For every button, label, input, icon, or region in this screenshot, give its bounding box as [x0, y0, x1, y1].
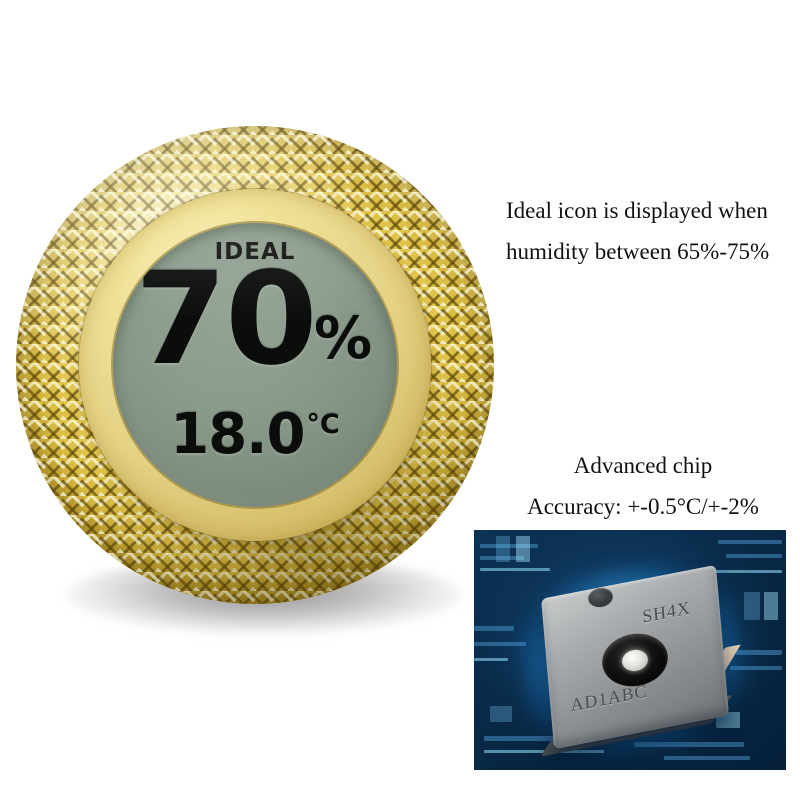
pcb-trace [480, 544, 538, 548]
annotation-ideal-line-2: humidity between 65%-75% [506, 239, 770, 264]
annotation-chip-line-1: Advanced chip [573, 453, 713, 478]
annotation-ideal-note: Ideal icon is displayed when humidity be… [506, 190, 769, 272]
lcd-humidity-unit: % [314, 303, 373, 372]
lcd-temperature-unit: °C [306, 409, 340, 440]
pcb-pad [744, 592, 760, 620]
pcb-pad [496, 536, 510, 562]
pcb-pad [516, 536, 530, 562]
pcb-trace [718, 540, 782, 544]
pcb-trace [726, 554, 782, 558]
pcb-trace [474, 658, 508, 661]
pcb-trace [474, 642, 526, 646]
annotation-chip-note: Advanced chip Accuracy: +-0.5°C/+-2% [498, 445, 788, 527]
pcb-trace [730, 666, 782, 670]
lcd-humidity-value: 70 [134, 245, 317, 394]
lcd-humidity-row: 70 % [113, 245, 397, 394]
pcb-trace [634, 742, 744, 747]
pcb-trace [484, 736, 574, 741]
lcd-display: IDEAL 70 % 18.0 °C [113, 223, 397, 507]
annotation-ideal-line-1: Ideal icon is displayed when [506, 198, 768, 223]
pcb-pad [490, 706, 512, 722]
pcb-trace [664, 756, 750, 760]
pcb-trace [736, 650, 782, 655]
pcb-pad [764, 592, 778, 620]
sensor-chip-photo: SH4X AD1ABC [474, 530, 786, 770]
pcb-trace [480, 568, 550, 571]
pcb-trace [710, 570, 782, 573]
lcd-temperature-row: 18.0 °C [113, 407, 397, 463]
pcb-trace [480, 556, 524, 560]
annotation-chip-line-2: Accuracy: +-0.5°C/+-2% [527, 494, 759, 519]
hygrometer-device: IDEAL 70 % 18.0 °C [16, 126, 494, 634]
pcb-trace [474, 626, 514, 631]
lcd-status-label-ideal: IDEAL [214, 239, 296, 265]
lcd-temperature-value: 18.0 [170, 402, 305, 467]
